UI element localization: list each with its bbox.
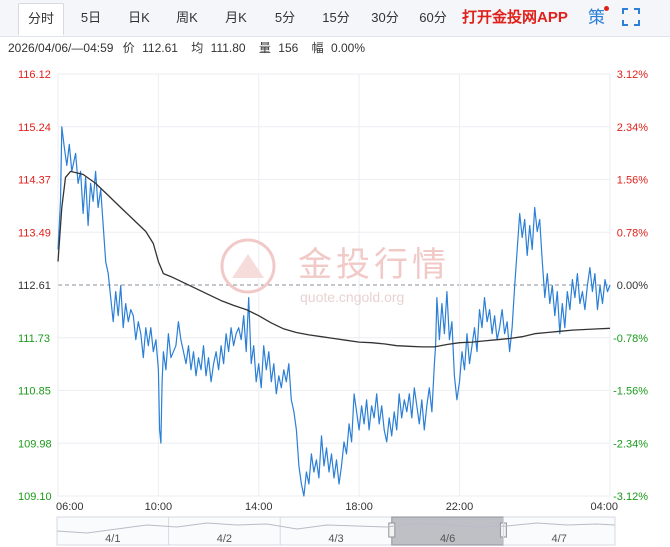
strategy-button[interactable]: 策 bbox=[588, 8, 605, 27]
y-percent-tick-label: 1.56% bbox=[617, 175, 648, 187]
quote-info-bar: 2026/04/06/—04:59 价 112.61 均 111.80 量 15… bbox=[8, 39, 365, 56]
watermark-brand: 金投行情 bbox=[298, 246, 450, 284]
volume-value: 156 bbox=[278, 41, 299, 55]
y-tick-label: 116.12 bbox=[18, 69, 51, 81]
left-price-axis: 116.12 115.24 114.37 113.49 112.61 111.73 110.… bbox=[18, 69, 52, 503]
navigator-day-label: 4/3 bbox=[328, 533, 343, 545]
y-tick-label: 112.61 bbox=[18, 280, 51, 292]
tab-30-min[interactable]: 30分 bbox=[371, 10, 399, 25]
average-series-line bbox=[57, 170, 611, 348]
navigator-trace bbox=[56, 522, 616, 534]
y-tick-label: 113.49 bbox=[18, 227, 51, 239]
y-percent-tick-label: -0.78% bbox=[613, 333, 648, 345]
volume-label: 量 bbox=[258, 41, 271, 55]
tab-monthly-k[interactable]: 月K bbox=[225, 10, 247, 25]
navigator-days: 4/1 4/2 4/3 4/6 4/7 bbox=[56, 516, 616, 546]
quote-datetime: 2026/04/06/—04:59 bbox=[8, 41, 114, 55]
navigator-handle-left[interactable] bbox=[388, 522, 396, 538]
navigator-selection[interactable] bbox=[391, 516, 504, 546]
navigator-day-label: 4/1 bbox=[105, 533, 120, 545]
chart-series bbox=[57, 126, 611, 497]
time-axis: 06:00 10:00 14:00 18:00 22:00 04:00 bbox=[56, 501, 618, 513]
x-tick-label: 14:00 bbox=[245, 501, 273, 513]
chart-grid bbox=[57, 73, 611, 497]
price-value: 112.61 bbox=[142, 41, 178, 55]
tab-intraday[interactable]: 分时 bbox=[18, 3, 64, 36]
watermark-site: quote.cngold.org bbox=[300, 289, 404, 305]
y-percent-tick-label: 2.34% bbox=[617, 122, 648, 134]
x-tick-label: 18:00 bbox=[345, 501, 373, 513]
period-tab-bar: 分时 5日 日K 周K 月K 5分 15分 30分 60分 打开金投网APP 策 bbox=[0, 0, 670, 37]
tab-weekly-k[interactable]: 周K bbox=[176, 10, 198, 25]
notification-dot bbox=[604, 6, 609, 11]
y-tick-label: 115.24 bbox=[18, 122, 51, 134]
navigator-day-label: 4/2 bbox=[217, 533, 232, 545]
y-tick-label: 110.85 bbox=[18, 386, 51, 398]
y-percent-tick-label: 3.12% bbox=[617, 69, 648, 81]
navigator-day-label: 4/7 bbox=[552, 533, 567, 545]
watermark: 金投行情 quote.cngold.org bbox=[220, 238, 450, 305]
intraday-chart[interactable]: 金投行情 quote.cngold.org 116.12 115.24 114.37… bbox=[0, 58, 670, 513]
y-tick-label: 114.37 bbox=[18, 175, 51, 187]
y-percent-tick-label: 0.00% bbox=[617, 280, 648, 292]
price-series-line bbox=[57, 126, 611, 497]
range-label: 幅 bbox=[311, 41, 324, 55]
range-navigator[interactable]: 4/1 4/2 4/3 4/6 4/7 bbox=[0, 513, 670, 547]
y-percent-tick-label: 0.78% bbox=[617, 227, 648, 239]
average-value: 111.80 bbox=[210, 41, 246, 55]
x-tick-label: 06:00 bbox=[56, 501, 84, 513]
y-percent-tick-label: -1.56% bbox=[613, 386, 648, 398]
x-tick-label: 10:00 bbox=[145, 501, 173, 513]
fullscreen-icon[interactable] bbox=[622, 8, 640, 26]
tab-5-day[interactable]: 5日 bbox=[80, 10, 102, 25]
y-tick-label: 109.10 bbox=[18, 491, 52, 503]
y-percent-tick-label: -2.34% bbox=[613, 438, 648, 450]
tab-15-min[interactable]: 15分 bbox=[322, 10, 350, 25]
price-label: 价 bbox=[122, 41, 135, 55]
y-tick-label: 111.73 bbox=[18, 333, 50, 345]
average-label: 均 bbox=[191, 41, 204, 55]
open-app-link[interactable]: 打开金投网APP bbox=[462, 9, 568, 26]
tab-60-min[interactable]: 60分 bbox=[419, 10, 447, 25]
y-percent-tick-label: -3.12% bbox=[613, 491, 648, 503]
tab-daily-k[interactable]: 日K bbox=[128, 10, 150, 25]
x-tick-label: 22:00 bbox=[446, 501, 474, 513]
right-percent-axis: 3.12% 2.34% 1.56% 0.78% 0.00% -0.78% -1.56% -2.… bbox=[613, 69, 648, 503]
navigator-day-label: 4/6 bbox=[440, 533, 455, 545]
watermark-logo-icon bbox=[220, 238, 276, 294]
tab-5-min[interactable]: 5分 bbox=[274, 10, 296, 25]
range-value: 0.00% bbox=[331, 41, 366, 55]
y-tick-label: 109.98 bbox=[18, 438, 52, 450]
x-tick-label: 04:00 bbox=[590, 501, 618, 513]
